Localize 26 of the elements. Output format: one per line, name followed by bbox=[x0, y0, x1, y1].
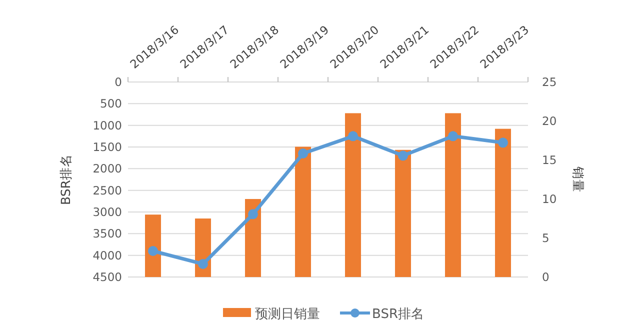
y-tick-label: 1500 bbox=[92, 140, 122, 154]
bar bbox=[495, 128, 511, 277]
y-tick-label: 3500 bbox=[92, 226, 122, 241]
bar bbox=[345, 113, 361, 277]
bar bbox=[445, 113, 461, 277]
y-tick-label: 0 bbox=[114, 75, 122, 89]
y-tick-label: 4000 bbox=[92, 248, 122, 262]
legend-label: BSR排名 bbox=[372, 307, 424, 322]
y-axis-title: BSR排名 bbox=[58, 154, 73, 205]
y2-tick-label: 20 bbox=[542, 114, 557, 128]
bar bbox=[295, 146, 311, 277]
y-tick-label: 2500 bbox=[92, 183, 122, 198]
y-tick-label: 2000 bbox=[92, 162, 122, 176]
y2-axis-title: 销量 bbox=[571, 166, 586, 192]
bar bbox=[145, 214, 161, 277]
y-tick-label: 1000 bbox=[92, 118, 122, 132]
y2-tick-label: 0 bbox=[542, 270, 550, 284]
y-tick-label: 3000 bbox=[92, 205, 122, 219]
y2-tick-label: 10 bbox=[542, 192, 557, 206]
y-tick-label: 4500 bbox=[92, 270, 122, 284]
y-tick-label: 500 bbox=[100, 96, 122, 111]
y2-tick-label: 5 bbox=[542, 231, 550, 245]
legend-label: 预测日销量 bbox=[255, 307, 320, 322]
y2-tick-label: 15 bbox=[542, 153, 557, 167]
bar bbox=[395, 150, 411, 277]
y2-tick-label: 25 bbox=[542, 75, 557, 89]
